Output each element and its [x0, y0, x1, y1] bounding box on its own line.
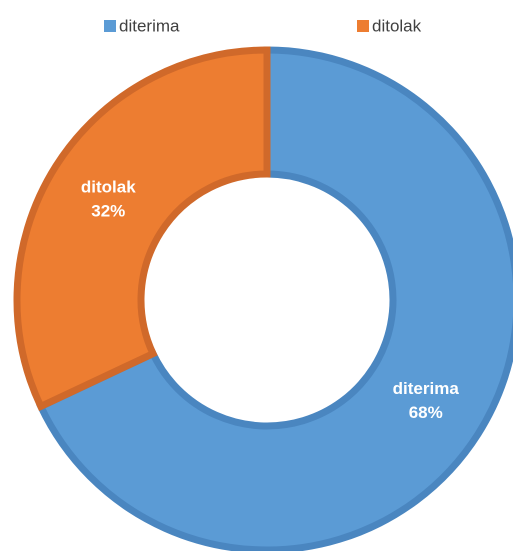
legend-label: ditolak [372, 16, 422, 35]
donut-slice [13, 46, 271, 412]
legend-swatch [104, 20, 116, 32]
data-label-value: 68% [409, 403, 443, 422]
legend-swatch [357, 20, 369, 32]
donut-slice [36, 46, 513, 551]
data-label-name: ditolak [81, 178, 136, 197]
legend-label: diterima [119, 16, 180, 35]
data-label-name: diterima [393, 379, 460, 398]
data-label-value: 32% [91, 202, 125, 221]
